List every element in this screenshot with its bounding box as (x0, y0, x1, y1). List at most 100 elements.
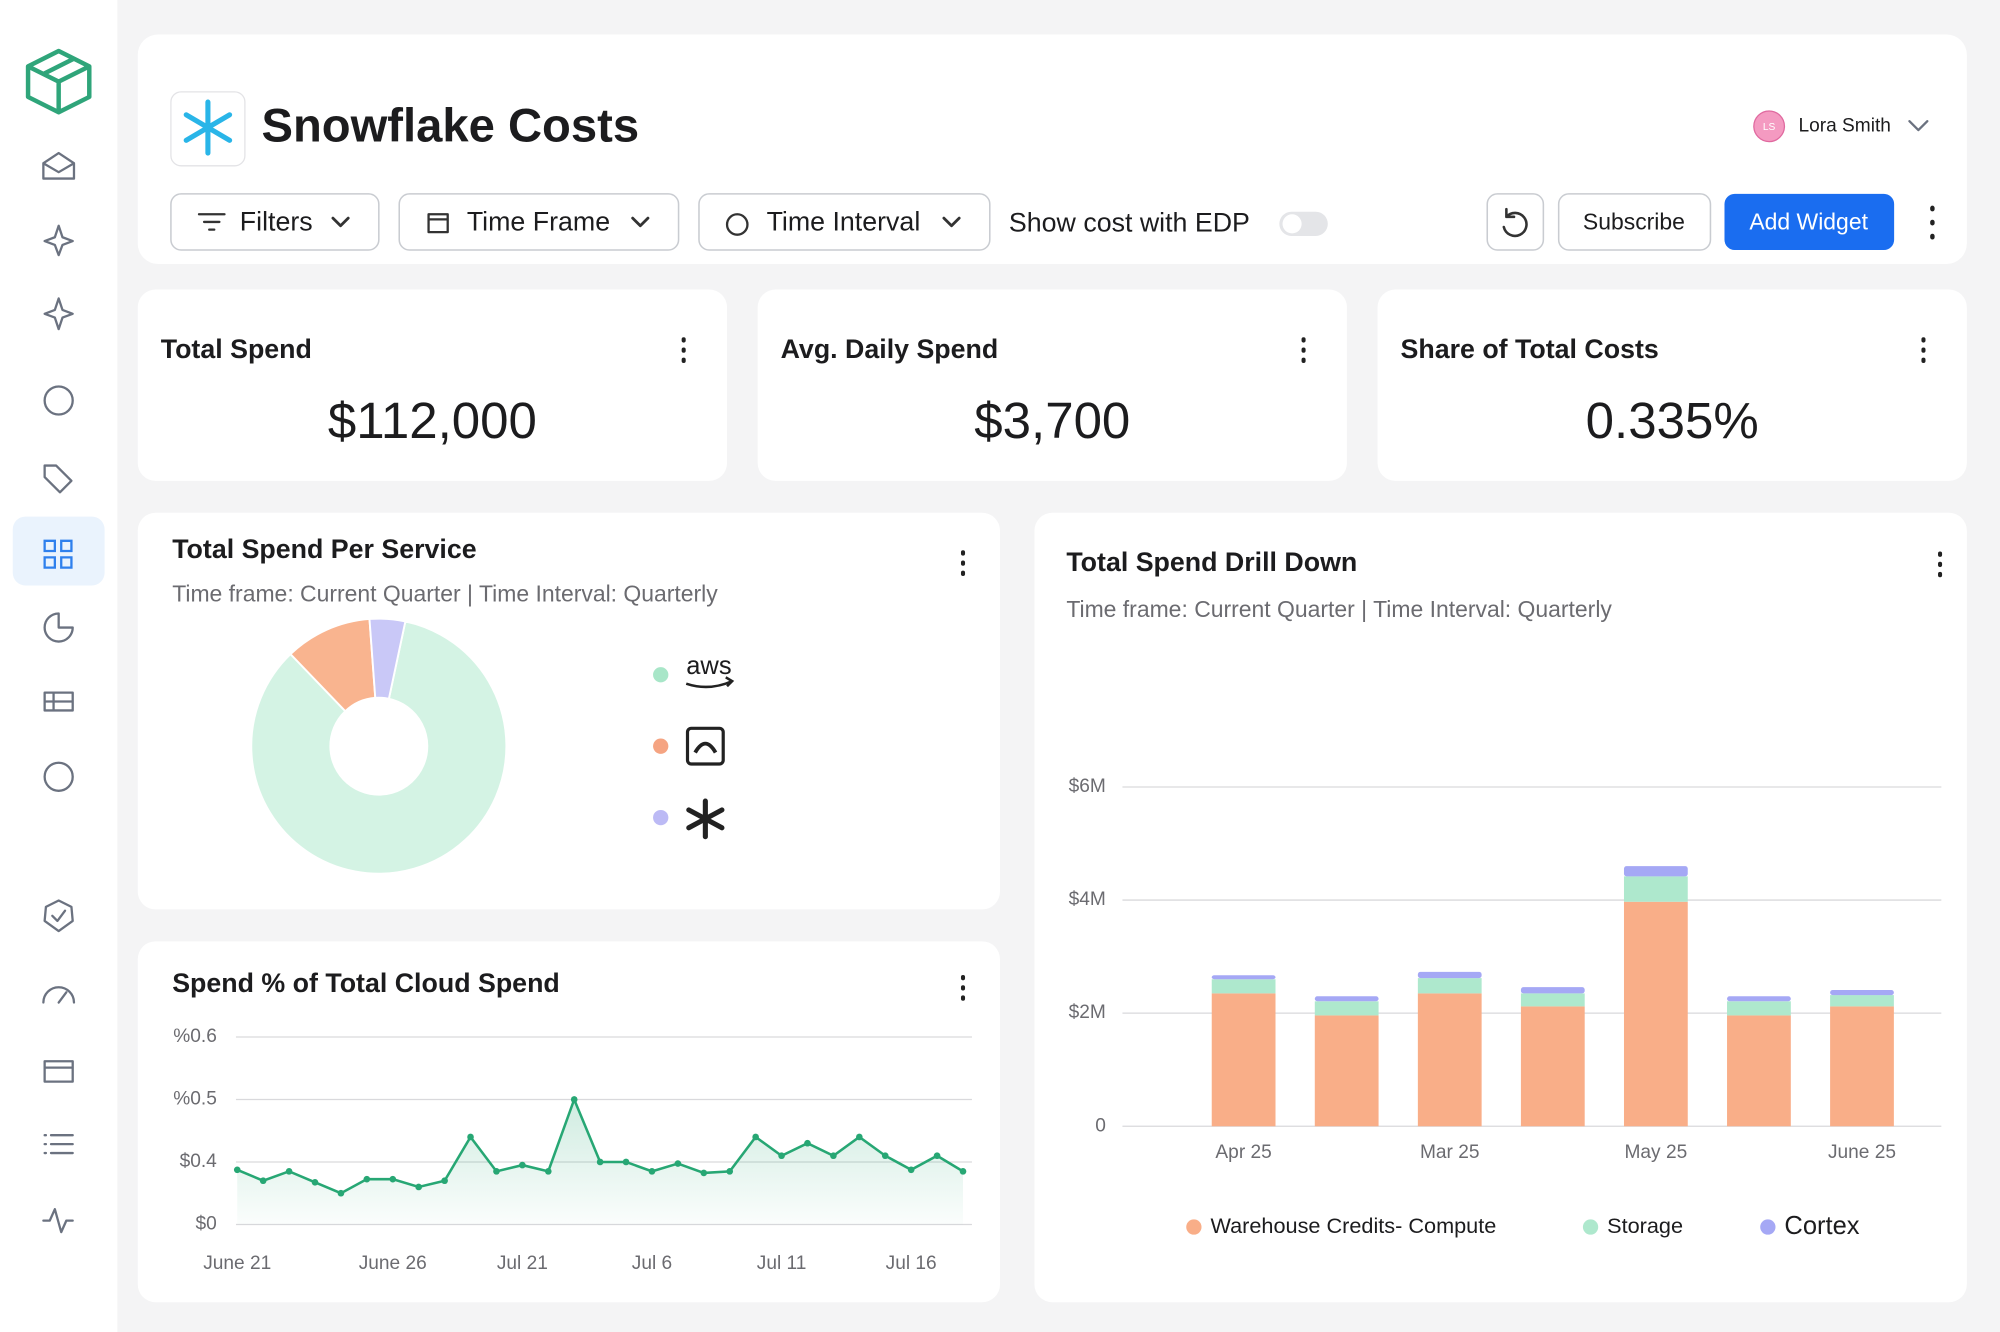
gauge-icon[interactable] (42, 986, 76, 1004)
legend-dot (653, 667, 669, 683)
kpi-title: Share of Total Costs (1401, 334, 1659, 364)
bar-segment (1520, 1006, 1585, 1127)
active-item[interactable] (12, 516, 105, 586)
chart-subtitle: Time frame: Current Quarter | Time Inter… (172, 581, 718, 607)
star-icon[interactable] (43, 297, 74, 331)
bar-segment (1417, 993, 1482, 1127)
page-title: Snowflake Costs (261, 99, 639, 152)
chart-subtitle: Time frame: Current Quarter | Time Inter… (1066, 596, 1612, 622)
aws-smile (685, 676, 735, 689)
kpi-card (757, 289, 1347, 481)
user-name[interactable]: Lora Smith (1798, 115, 1890, 136)
point (648, 1168, 656, 1175)
x-tick-label: June 26 (359, 1253, 427, 1274)
avatar-initials: LS (1763, 122, 1776, 133)
kpi-title: Avg. Daily Spend (781, 334, 999, 364)
toolbar: Filters Time Frame Time Interval Show co… (170, 193, 1935, 251)
avatar[interactable] (1753, 110, 1786, 143)
point (596, 1158, 604, 1166)
inbox-icon[interactable] (42, 151, 76, 180)
x-tick-label: Jul 6 (632, 1253, 672, 1274)
wallet-icon[interactable] (43, 1060, 74, 1083)
kpi-value: 0.335% (1586, 392, 1759, 449)
x-tick-label: June 21 (203, 1253, 271, 1274)
sidebar-icons[interactable] (12, 48, 105, 1234)
snowflake-logo (183, 99, 233, 156)
tag-icon[interactable] (43, 464, 73, 494)
bar-segment (1830, 989, 1894, 996)
bar-segment (1520, 987, 1585, 994)
sidebar (0, 0, 118, 1332)
table-icon[interactable] (43, 691, 74, 712)
legend-dot (1186, 1219, 1202, 1235)
kpi-value: $112,000 (328, 392, 537, 449)
kpi-card (137, 289, 728, 481)
bar-segment (1211, 993, 1276, 1127)
filters-label[interactable]: Filters (240, 206, 313, 236)
kpi-value: $3,700 (974, 392, 1130, 449)
kpi-title: Total Spend (161, 334, 312, 364)
point (415, 1183, 423, 1191)
datadog-logo (685, 726, 725, 766)
pie-slice (250, 620, 508, 875)
point (259, 1177, 267, 1185)
time-interval-label[interactable]: Time Interval (767, 206, 921, 236)
chart-title: Total Spend Drill Down (1066, 547, 1357, 577)
y-tick-label: $0 (196, 1214, 217, 1235)
point (700, 1169, 708, 1177)
bar-segment (1830, 995, 1894, 1007)
subscribe-label[interactable]: Subscribe (1583, 208, 1685, 234)
panel-menu[interactable] (960, 550, 1943, 1001)
add-widget-label[interactable]: Add Widget (1749, 208, 1868, 234)
bar-segment (1314, 996, 1379, 1002)
compass-icon[interactable] (43, 761, 74, 792)
pie-slice (368, 617, 407, 700)
badge-icon[interactable] (43, 899, 74, 933)
snowflake-legend-logo (686, 798, 725, 840)
point (337, 1189, 345, 1197)
point (544, 1168, 552, 1175)
x-tick-label: Jul 21 (497, 1253, 548, 1274)
legend-label: Storage (1607, 1213, 1683, 1238)
chevron (942, 216, 961, 228)
add-widget-button[interactable] (1724, 193, 1895, 250)
bar-segment (1727, 1001, 1791, 1016)
bar-segment (1623, 901, 1688, 1127)
y-tick-label: 0 (1095, 1115, 1106, 1136)
bar-segment (1623, 866, 1688, 877)
time-interval-button[interactable] (698, 193, 991, 251)
legend-dot (1582, 1219, 1599, 1235)
x-tick-label: June 25 (1828, 1142, 1896, 1163)
filters-button[interactable] (170, 193, 380, 251)
point (856, 1133, 863, 1141)
panel-menus[interactable] (960, 550, 1943, 1001)
legend-dot (1760, 1219, 1776, 1235)
dashboards-icon[interactable] (43, 539, 73, 569)
x-tick-label: Jul 11 (757, 1253, 807, 1274)
point (311, 1178, 319, 1186)
pie-icon[interactable] (43, 612, 74, 643)
subscribe-button[interactable] (1557, 193, 1712, 251)
refresh-button[interactable] (1486, 193, 1545, 251)
calendar-icon (427, 213, 449, 234)
point (752, 1133, 759, 1141)
x-tick-label: Jul 16 (886, 1253, 937, 1274)
chevron (631, 216, 650, 228)
dollar-icon[interactable] (43, 385, 74, 416)
bar-segment (1727, 1015, 1791, 1127)
x-tick-label: Apr 25 (1215, 1142, 1271, 1163)
time-frame-label[interactable]: Time Frame (467, 206, 610, 236)
activity-icon[interactable] (42, 1208, 74, 1234)
sparkle-icon[interactable] (43, 224, 74, 257)
time-frame-button[interactable] (398, 193, 680, 251)
point (441, 1177, 448, 1185)
point (778, 1152, 785, 1160)
point (493, 1168, 500, 1175)
bar-segment (1314, 1001, 1379, 1016)
list-icon[interactable] (43, 1134, 74, 1155)
logo[interactable] (25, 48, 92, 115)
user-menu-chevron[interactable] (1908, 120, 1929, 132)
bar-segment (1520, 993, 1585, 1007)
